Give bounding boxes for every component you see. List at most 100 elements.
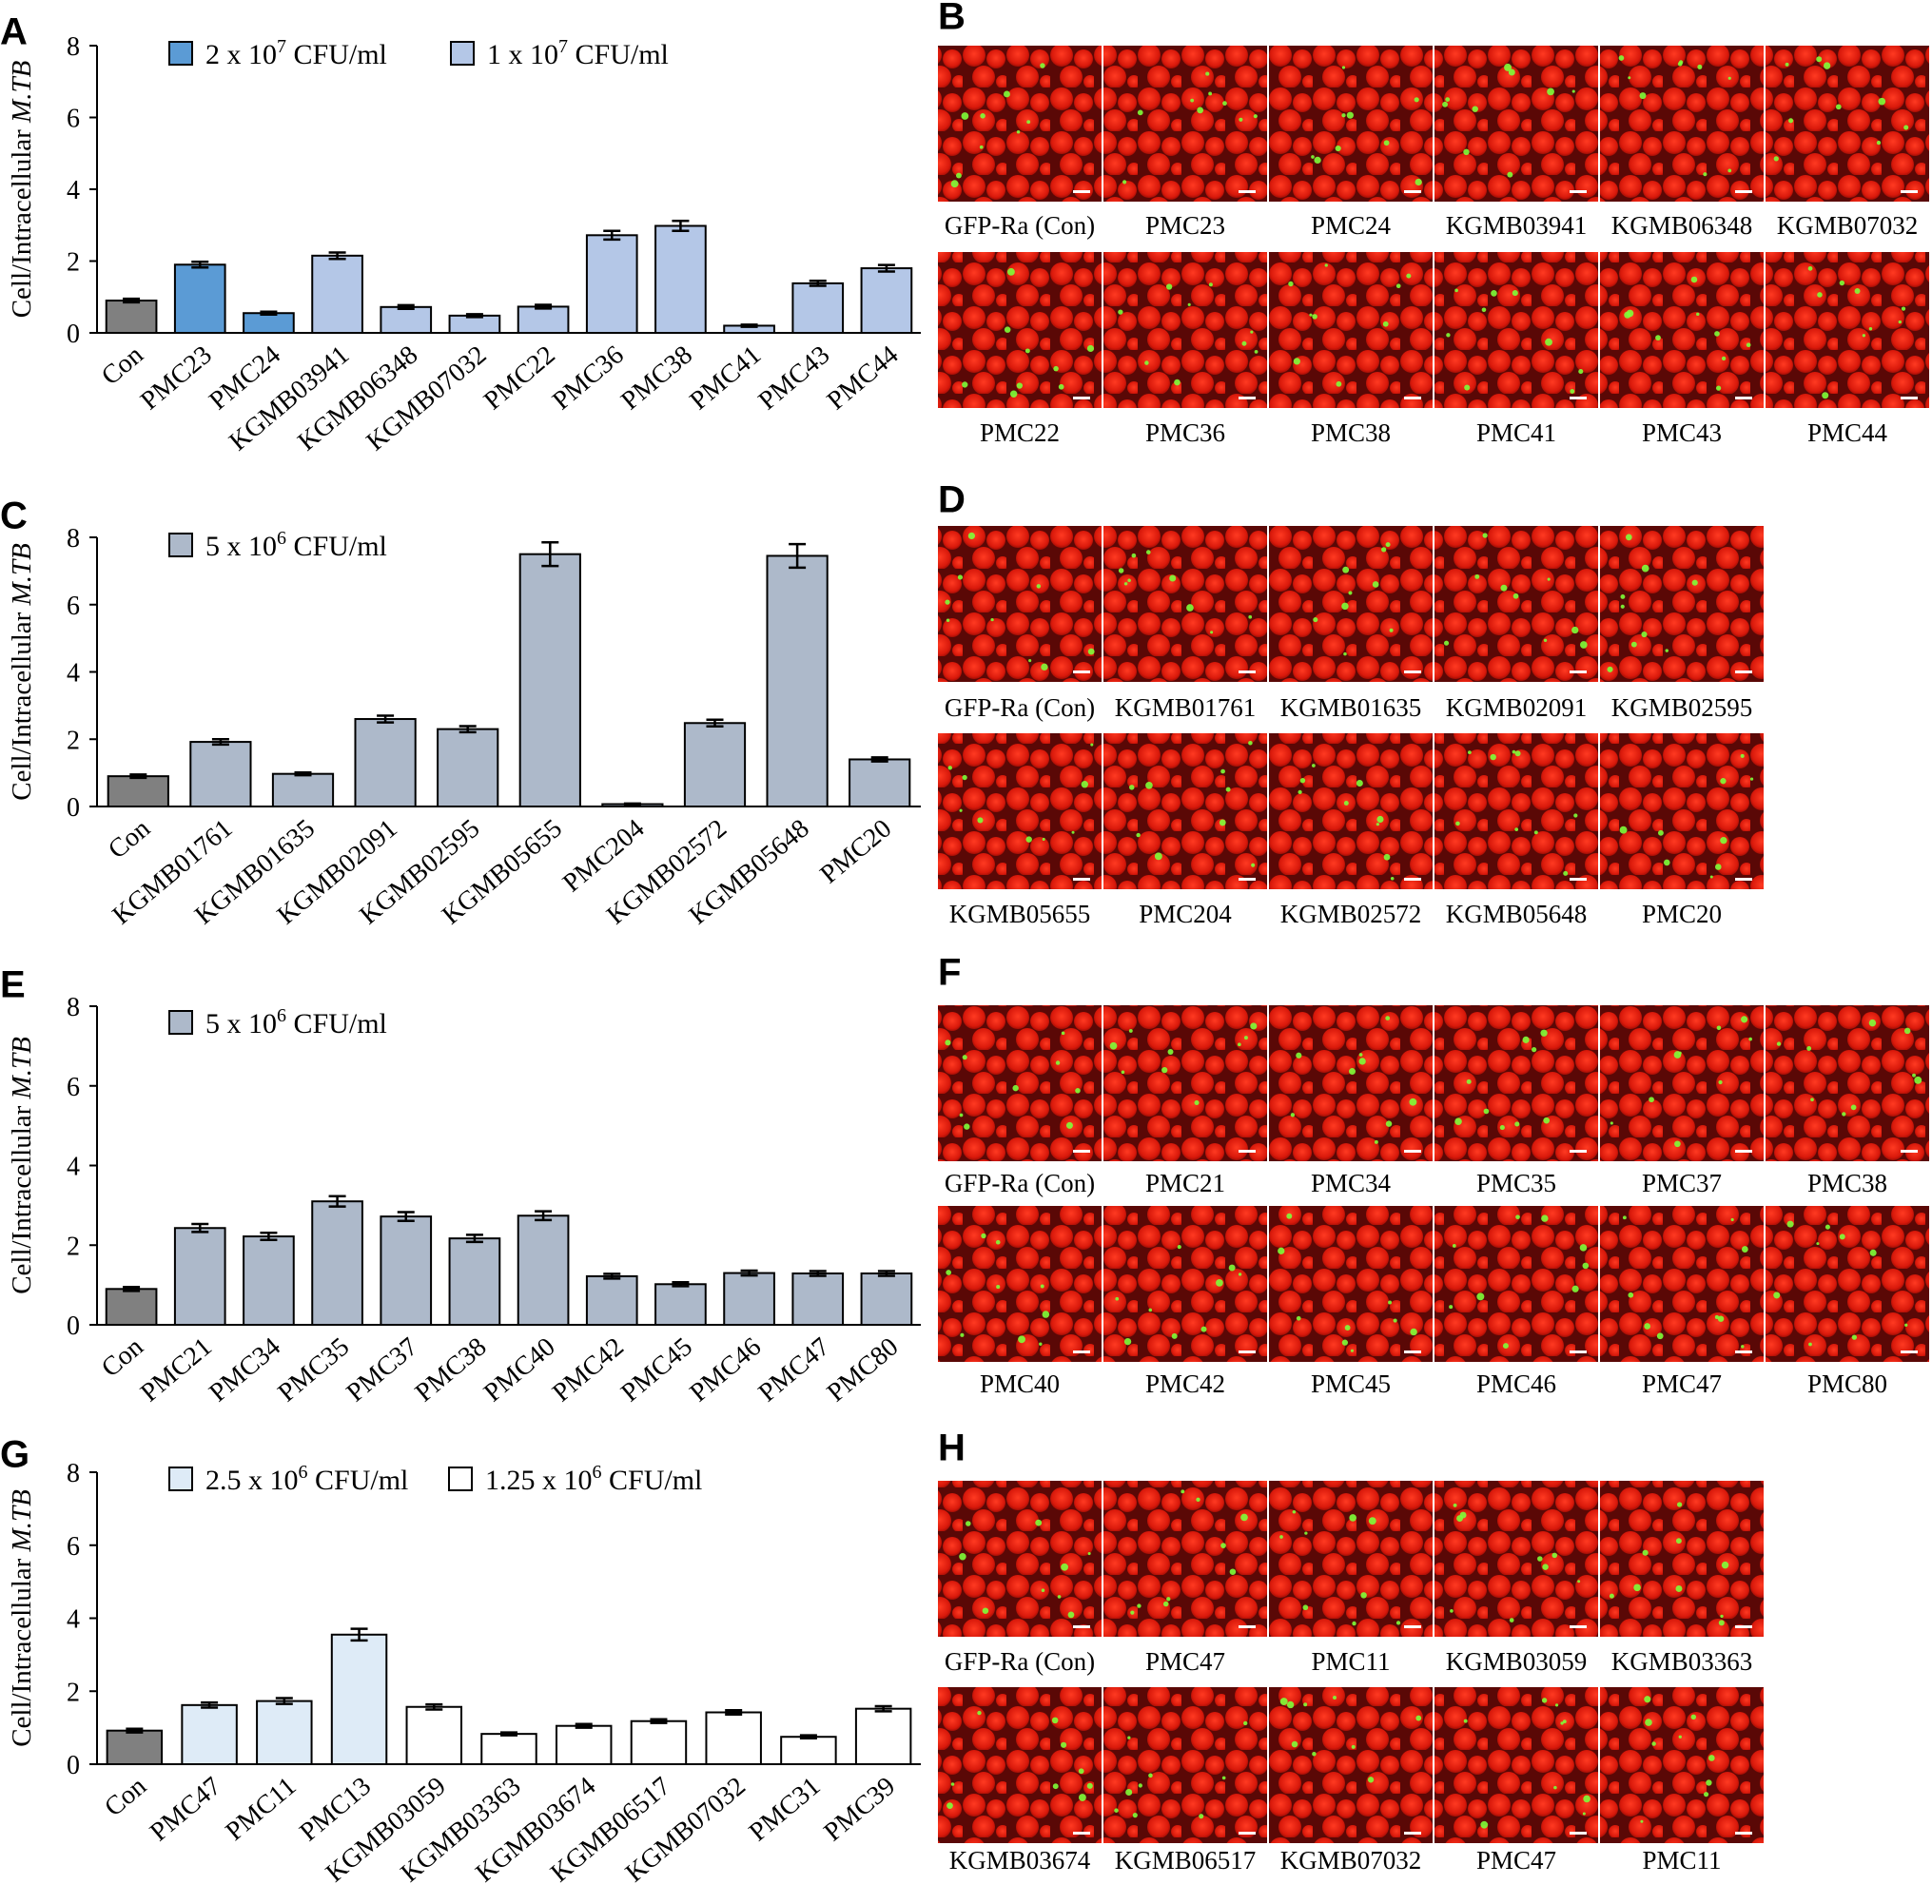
gfp-spot [1190,98,1195,103]
x-tick-label: PMC46 [684,1332,767,1409]
image-caption: PMC47 [1145,1647,1225,1676]
y-tick-label: 2 [67,1678,80,1707]
gfp-spot [1314,156,1321,165]
micrograph-cells [1103,1687,1267,1843]
gfp-spot [1464,384,1471,391]
gfp-spot [1350,1349,1354,1352]
gfp-spot [1343,801,1349,806]
gfp-spot [1512,290,1518,297]
bar-kgmb05655 [518,553,581,807]
gfp-spot [1118,309,1123,315]
gfp-spot [1491,290,1497,297]
legend-exponent: 7 [558,36,568,57]
gfp-spot [1374,1139,1378,1144]
gfp-spot [1208,282,1213,287]
x-tick-label: Con [103,814,156,865]
legend-base: 2.5 x 10 [205,1465,299,1496]
bar-kgmb03363 [480,1733,537,1766]
legend-swatch [168,533,193,557]
bar-pmc46 [723,1272,775,1326]
gfp-spot [1583,1795,1590,1803]
scale-bar [1901,190,1918,193]
gfp-spot [1162,1601,1169,1607]
gfp-spot [1553,1785,1557,1790]
gfp-spot [1336,380,1342,387]
gfp-spot [1341,66,1346,69]
gfp-spot [1816,1242,1820,1246]
y-tick-label: 2 [67,1232,80,1261]
gfp-spot [1346,111,1354,119]
image-caption: KGMB03941 [1446,211,1588,240]
bar-kgmb07032 [705,1711,762,1765]
gfp-spot [1816,56,1823,63]
image-caption: PMC38 [1311,418,1391,447]
microscopy-image: PMC24 [1269,46,1433,240]
error-bar [706,718,724,729]
micrograph-cells [1434,1687,1598,1843]
gfp-spot [1835,104,1842,110]
gfp-spot [1741,1246,1748,1253]
gfp-spot [1136,832,1141,838]
gfp-spot [1312,1751,1317,1757]
error-bar [535,303,553,310]
gfp-spot [1299,777,1306,784]
scale-bar [1073,1150,1090,1153]
gfp-spot [1903,125,1909,130]
gfp-spot [1086,344,1095,353]
image-caption: KGMB07032 [1280,1846,1422,1875]
microscopy-image: PMC23 [1103,46,1267,240]
gfp-spot [1678,1051,1682,1055]
image-caption: PMC11 [1311,1647,1390,1676]
gfp-spot [1706,1779,1712,1786]
legend-base: 5 x 10 [205,1008,277,1039]
y-axis-label-text: Cell/Intracellular [7,1098,37,1293]
gfp-spot [1851,1334,1858,1340]
image-caption: KGMB06517 [1115,1846,1257,1875]
gfp-spot [1041,663,1048,671]
gfp-spot [1395,1621,1401,1625]
bar-pmc13 [330,1633,388,1766]
gfp-spot [1514,750,1521,757]
micrograph-cells [1434,1005,1598,1161]
gfp-spot [1620,604,1625,609]
gfp-spot [1127,578,1131,583]
gfp-spot [955,172,962,179]
scale-bar [1570,878,1587,881]
gfp-spot [1197,107,1204,114]
gfp-spot [1042,837,1045,841]
gfp-spot [1286,1700,1295,1709]
gfp-spot [1463,1719,1468,1723]
scale-bar [1901,1150,1918,1153]
microscopy-image: PMC47 [1434,1687,1598,1875]
gfp-spot [1665,649,1669,652]
x-tick-label: PMC47 [753,1332,836,1409]
gfp-spot [1651,1741,1656,1746]
gfp-spot [1078,1768,1084,1775]
gfp-spot [1785,62,1789,67]
bar-kgmb02572 [683,722,747,808]
y-tick-label: 2 [67,726,80,755]
x-tick-label: PMC41 [684,340,767,417]
gfp-spot [1166,1597,1171,1602]
y-axis-label-italic: M.TB [7,60,37,124]
error-bar [541,541,559,568]
micrograph-cells [938,46,1102,202]
error-bar [789,542,807,570]
scale-bar [1239,397,1256,399]
gfp-spot [1055,1060,1061,1065]
microscopy-image: PMC11 [1600,1687,1764,1875]
gfp-spot [1577,1580,1581,1583]
gfp-spot [1901,306,1906,311]
gfp-spot [1676,1502,1683,1507]
micrograph-cells [1600,1687,1764,1843]
gfp-spot [1288,281,1294,287]
gfp-spot [946,618,950,622]
gfp-spot [1376,823,1379,826]
gfp-spot [1389,628,1394,632]
microscopy-image: KGMB06517 [1103,1687,1267,1875]
micrograph-cells [1269,46,1433,202]
x-tick-label: PMC21 [135,1332,218,1409]
image-caption: KGMB01761 [1115,693,1257,722]
gfp-spot [1383,140,1390,146]
gfp-spot [1512,749,1516,754]
